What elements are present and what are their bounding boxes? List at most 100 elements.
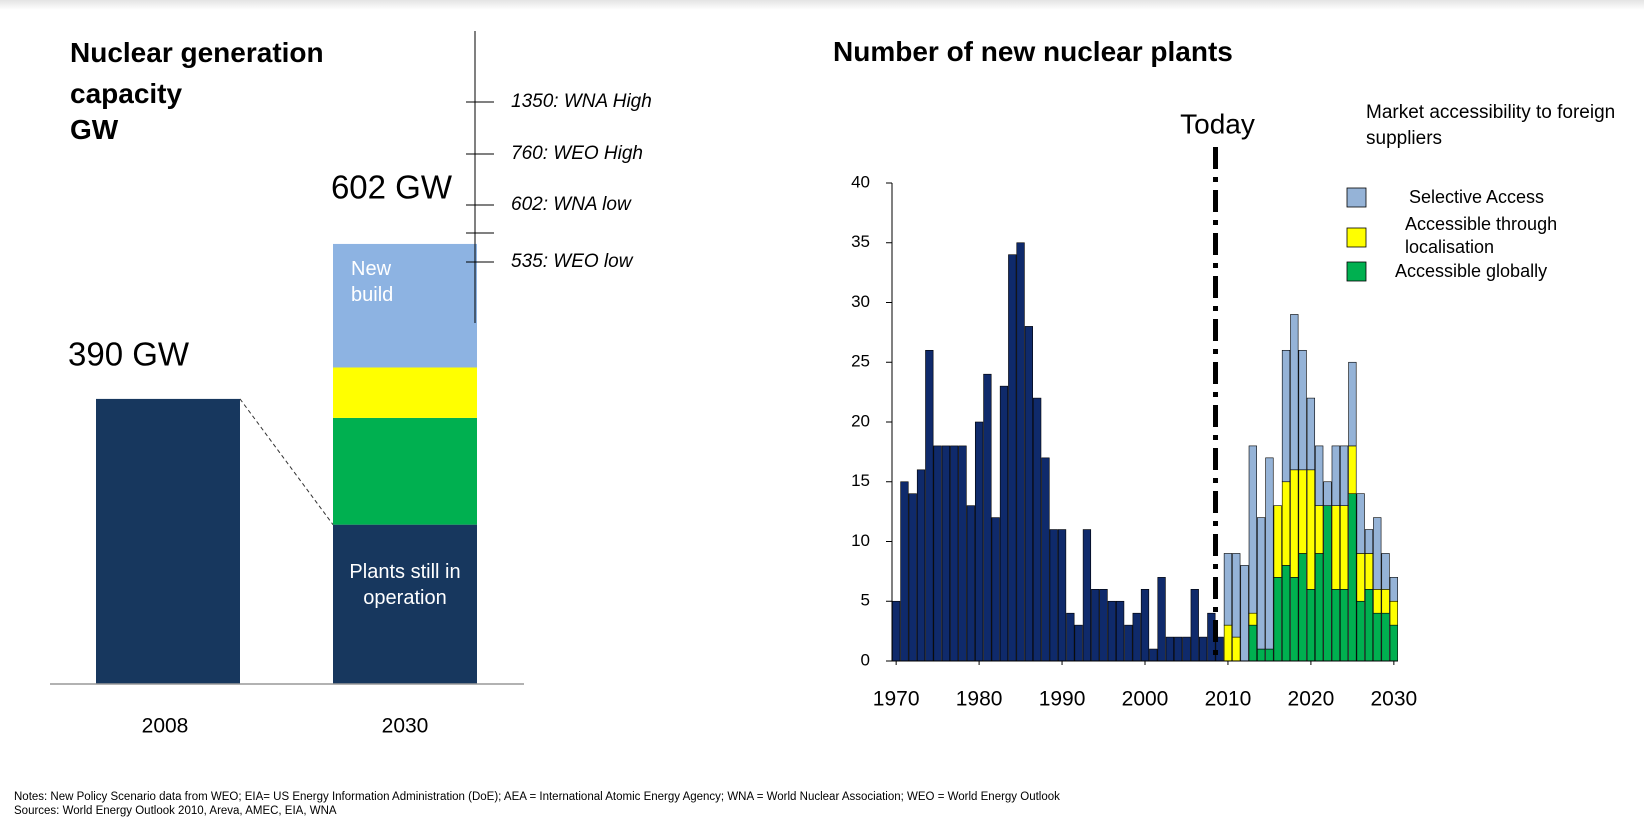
bar-segment — [1248, 612, 1257, 626]
bar-segment — [1323, 505, 1332, 662]
bar-segment — [1265, 648, 1274, 662]
y-tick-label: 20 — [851, 411, 870, 430]
bar-segment — [1298, 469, 1307, 554]
bar-segment — [1364, 529, 1374, 554]
today-label: Today — [1180, 108, 1255, 139]
bar-segment — [1174, 636, 1183, 662]
bar-segment — [1008, 254, 1017, 662]
bar-segment — [925, 349, 934, 662]
bar-segment — [1306, 588, 1316, 662]
bar-segment — [1323, 481, 1332, 506]
bar-segment — [1257, 517, 1266, 650]
bar-segment — [1331, 588, 1340, 662]
bar-segment — [999, 385, 1009, 662]
bar-segment — [1356, 600, 1365, 662]
y-tick-label: 25 — [851, 352, 870, 371]
x-tick-label: 2008 — [142, 715, 189, 738]
bar-segment — [1348, 445, 1357, 494]
left-title: Nuclear generation capacity — [70, 37, 324, 109]
bar-segment — [1273, 577, 1282, 662]
legend-swatch — [1346, 227, 1367, 248]
legend-title: Market accessibility to foreign supplier… — [1366, 102, 1616, 149]
bar-segment — [966, 505, 975, 662]
legend-label: Selective Access — [1409, 187, 1545, 207]
bar-segment — [1140, 588, 1150, 662]
bar-segment — [1348, 493, 1357, 662]
bar-segment — [1306, 469, 1316, 590]
bar-segment — [96, 398, 240, 684]
y-tick-label: 0 — [861, 650, 870, 669]
connector — [239, 398, 334, 525]
bar-segment — [1348, 361, 1357, 447]
bar-segment — [1223, 624, 1233, 662]
bar-segment — [1381, 553, 1390, 590]
total-label: 390 GW — [68, 336, 190, 373]
bar-segment — [1049, 529, 1058, 662]
bar-segment — [991, 517, 1000, 662]
bar-segment — [983, 373, 992, 662]
segment-label: Plants still in operation — [349, 560, 461, 609]
scale-annotation: 535: WEO low — [511, 251, 634, 272]
bar-segment — [1389, 577, 1398, 602]
bar-segment — [916, 469, 926, 662]
bar-segment — [1066, 612, 1075, 662]
bar-segment — [1107, 600, 1116, 662]
x-tick-label: 1990 — [1039, 688, 1086, 711]
bar-segment — [1091, 588, 1100, 662]
bar-segment — [900, 481, 909, 662]
bar-segment — [1165, 636, 1175, 662]
bar-segment — [1315, 505, 1324, 554]
legend-swatch — [1346, 187, 1367, 208]
bar-segment — [1232, 636, 1241, 662]
bar-segment — [333, 367, 477, 418]
bar-segment — [1157, 577, 1166, 662]
bar-segment — [1389, 600, 1398, 626]
bar-segment — [1364, 553, 1374, 590]
y-tick-label: 35 — [851, 232, 870, 251]
bar-segment — [892, 600, 901, 662]
bar-segment — [1290, 469, 1299, 578]
top-strip — [0, 0, 1644, 10]
x-tick-label: 2000 — [1122, 688, 1169, 711]
bar-segment — [933, 445, 942, 662]
x-tick-label: 2020 — [1288, 688, 1335, 711]
bar-segment — [1331, 445, 1340, 506]
bar-segment — [1281, 349, 1291, 483]
bar-segment — [1281, 565, 1291, 662]
bar-segment — [1290, 314, 1299, 471]
scale-annotation: 602: WNA low — [511, 194, 632, 215]
bar-segment — [1315, 553, 1324, 662]
y-tick-label: 40 — [851, 172, 870, 191]
y-tick-label: 10 — [851, 531, 870, 550]
bar-segment — [958, 445, 967, 662]
bar-segment — [1315, 445, 1324, 506]
bar-segment — [1016, 242, 1025, 662]
total-label: 602 GW — [331, 169, 453, 206]
bar-segment — [1364, 588, 1374, 662]
bar-segment — [974, 421, 984, 662]
note: Notes: New Policy Scenario data from WEO… — [14, 791, 1060, 803]
bar-segment — [333, 524, 477, 684]
bar-segment — [1298, 553, 1307, 662]
x-tick-label: 1970 — [873, 688, 920, 711]
bar-segment — [1182, 636, 1191, 662]
bar-segment — [1339, 505, 1349, 590]
notes: Notes: New Policy Scenario data from WEO… — [14, 790, 1060, 818]
legend-label: Accessible globally — [1395, 261, 1548, 281]
bar-segment — [1232, 553, 1241, 638]
bar-segment — [1306, 397, 1316, 471]
bar-segment — [1373, 517, 1382, 590]
x-tick-label: 2030 — [1370, 688, 1417, 711]
bar-segment — [333, 243, 477, 368]
bar-segment — [941, 445, 951, 662]
bar-segment — [1339, 445, 1349, 506]
bar-segment — [1082, 529, 1092, 662]
bar-segment — [1124, 624, 1133, 662]
right-title: Number of new nuclear plants — [833, 36, 1233, 67]
left-unit: GW — [70, 114, 119, 145]
y-tick-label: 30 — [851, 292, 870, 311]
bar-segment — [1248, 445, 1257, 614]
bar-segment — [333, 417, 477, 525]
x-tick-label: 1980 — [956, 688, 1003, 711]
